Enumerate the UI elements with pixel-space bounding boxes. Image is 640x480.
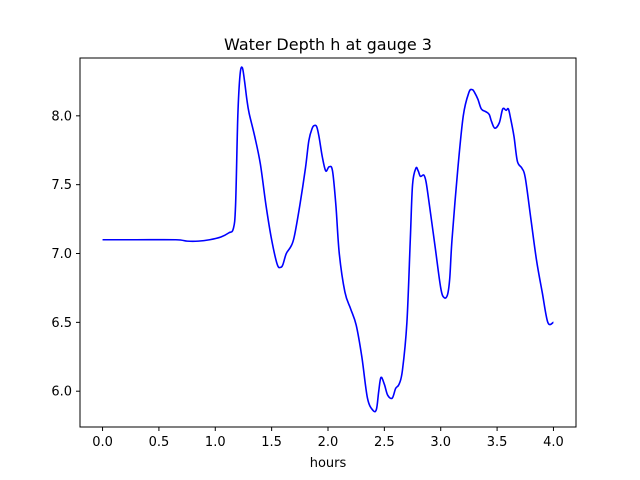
plot-area <box>80 58 576 427</box>
x-tick-label: 1.5 <box>261 435 282 450</box>
y-tick-label: 8.0 <box>51 109 72 124</box>
plot-frame <box>79 57 577 428</box>
x-tick-label: 2.0 <box>318 435 339 450</box>
series-line-h <box>102 66 554 413</box>
x-tick-label: 0.5 <box>149 435 170 450</box>
x-tick-label: 2.5 <box>374 435 395 450</box>
y-tick-label: 7.0 <box>51 247 72 262</box>
x-tick-label: 3.0 <box>430 435 451 450</box>
x-axis-label: hours <box>310 456 347 471</box>
series-layer <box>102 66 554 413</box>
x-tick-label: 1.0 <box>205 435 226 450</box>
chart-title: Water Depth h at gauge 3 <box>224 35 432 54</box>
axes-layer: 0.0 0.5 1.0 1.5 2.0 2.5 3.0 3.5 4.0 6.0 6.5 7.0 7.5 8… <box>51 109 563 450</box>
x-tick-label: 3.5 <box>487 435 508 450</box>
x-tick-label: 4.0 <box>543 435 564 450</box>
x-tick-label: 0.0 <box>92 435 113 450</box>
y-tick-label: 6.0 <box>51 385 72 400</box>
y-tick-label: 7.5 <box>51 178 72 193</box>
y-tick-label: 6.5 <box>51 316 72 331</box>
